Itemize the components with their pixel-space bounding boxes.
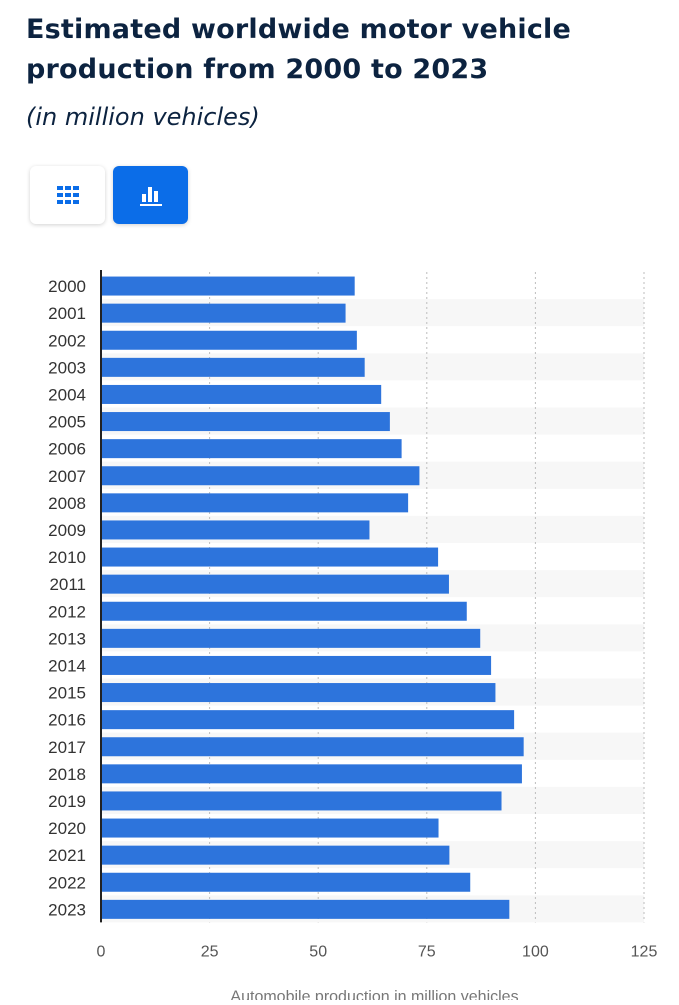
y-tick-label: 2016 xyxy=(48,711,86,730)
chart-title: Estimated worldwide motor vehicle produc… xyxy=(26,10,656,90)
y-tick-label: 2018 xyxy=(48,765,86,784)
x-axis-title: Automobile production in million vehicle… xyxy=(230,988,518,1000)
y-tick-label: 2005 xyxy=(48,413,86,432)
bar xyxy=(101,357,365,377)
y-tick-label: 2012 xyxy=(48,602,86,621)
x-tick-label: 75 xyxy=(418,943,436,960)
y-tick-label: 2011 xyxy=(49,575,86,594)
y-tick-label: 2022 xyxy=(48,873,86,892)
bar xyxy=(101,384,382,404)
view-toggle xyxy=(30,166,188,224)
bar xyxy=(101,628,481,648)
bar xyxy=(101,493,409,513)
y-tick-label: 2003 xyxy=(48,358,86,377)
y-tick-label: 2001 xyxy=(48,304,86,323)
y-tick-label: 2013 xyxy=(48,629,86,648)
bar xyxy=(101,330,357,350)
bar xyxy=(101,547,439,567)
bar-chart: 2000 2001 2002 2003 2004 2005 2006 2007 2008 2009… xyxy=(48,270,658,1005)
bars xyxy=(101,276,524,919)
bar xyxy=(101,574,449,594)
y-tick-label: 2004 xyxy=(48,385,86,404)
bar xyxy=(101,412,390,432)
bar xyxy=(101,899,510,919)
y-axis-labels: 2000 2001 2002 2003 2004 2005 2006 2007 2008 2009… xyxy=(48,277,86,919)
chart-area: 2000 2001 2002 2003 2004 2005 2006 2007 2008 2009… xyxy=(0,255,679,1005)
bar xyxy=(101,845,450,865)
chart-subtitle: (in million vehicles) xyxy=(26,103,260,131)
bar xyxy=(101,710,515,730)
y-tick-label: 2020 xyxy=(48,819,86,838)
chart-title-line-2: production from 2000 to 2023 xyxy=(26,54,489,85)
x-tick-label: 125 xyxy=(631,943,658,960)
chart-header: Estimated worldwide motor vehicle produc… xyxy=(26,10,656,132)
bar xyxy=(101,655,492,675)
y-tick-label: 2014 xyxy=(48,656,86,675)
y-tick-label: 2000 xyxy=(48,277,86,296)
bar xyxy=(101,737,524,757)
y-tick-label: 2023 xyxy=(48,900,86,919)
y-tick-label: 2007 xyxy=(48,467,86,486)
bar xyxy=(101,439,402,459)
bar xyxy=(101,683,496,703)
chart-title-line-1: Estimated worldwide motor vehicle xyxy=(26,14,572,45)
bar xyxy=(101,601,467,621)
x-tick-label: 25 xyxy=(201,943,219,960)
bar-chart-icon xyxy=(139,187,162,206)
table-view-button[interactable] xyxy=(30,166,105,224)
bar xyxy=(101,872,471,892)
x-tick-label: 100 xyxy=(522,943,549,960)
y-tick-label: 2008 xyxy=(48,494,86,513)
x-tick-label: 50 xyxy=(309,943,327,960)
bar xyxy=(101,276,355,296)
bar xyxy=(101,466,420,486)
chart-view-button[interactable] xyxy=(113,166,188,224)
gridlines xyxy=(209,272,645,923)
x-axis-labels: 0 25 50 75 100 125 xyxy=(97,943,658,960)
bar xyxy=(101,818,439,838)
y-tick-label: 2006 xyxy=(48,440,86,459)
y-tick-label: 2015 xyxy=(48,684,86,703)
y-tick-label: 2010 xyxy=(48,548,86,567)
bar xyxy=(101,520,370,540)
x-tick-label: 0 xyxy=(97,943,106,960)
y-tick-label: 2002 xyxy=(48,331,86,350)
y-tick-label: 2017 xyxy=(48,738,86,757)
bar xyxy=(101,791,502,811)
y-tick-label: 2019 xyxy=(48,792,86,811)
bar xyxy=(101,764,522,784)
bar xyxy=(101,303,346,323)
grid-table-icon xyxy=(56,186,79,204)
y-tick-label: 2021 xyxy=(48,846,86,865)
y-tick-label: 2009 xyxy=(48,521,86,540)
